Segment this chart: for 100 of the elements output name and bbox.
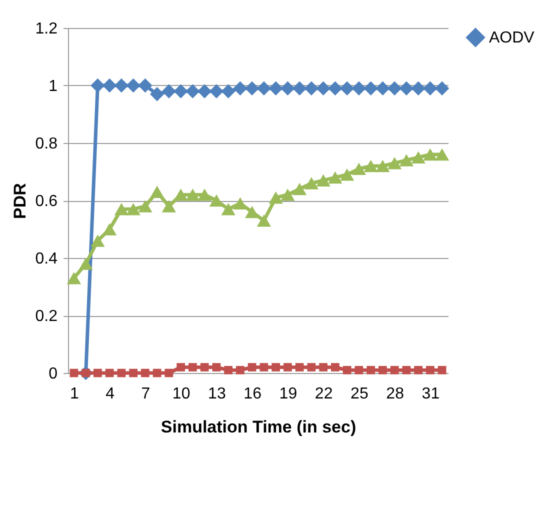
point bbox=[268, 81, 283, 96]
point bbox=[342, 366, 352, 374]
point bbox=[438, 366, 446, 374]
point bbox=[352, 81, 366, 96]
point bbox=[174, 188, 188, 201]
point bbox=[399, 81, 414, 96]
point bbox=[304, 81, 319, 96]
legend-label: AODV bbox=[489, 30, 535, 46]
point bbox=[186, 188, 200, 201]
point bbox=[307, 363, 316, 372]
point bbox=[256, 214, 272, 227]
point bbox=[376, 160, 390, 172]
point bbox=[244, 206, 260, 218]
x-tick-label: 4 bbox=[106, 386, 115, 402]
point bbox=[236, 366, 244, 374]
point bbox=[316, 81, 330, 96]
point bbox=[387, 81, 402, 96]
point bbox=[162, 84, 176, 98]
point bbox=[221, 203, 236, 216]
point bbox=[90, 234, 105, 247]
x-tick-label: 10 bbox=[172, 386, 190, 402]
point bbox=[209, 194, 224, 207]
point bbox=[200, 363, 209, 372]
y-tick-label: 0.6 bbox=[35, 193, 58, 210]
point bbox=[102, 78, 117, 93]
point bbox=[268, 192, 283, 204]
point bbox=[114, 203, 129, 216]
point bbox=[284, 363, 292, 372]
x-tick-label: 1 bbox=[70, 386, 79, 402]
y-tick-label: 1 bbox=[48, 78, 58, 95]
point bbox=[292, 182, 307, 196]
point bbox=[70, 368, 78, 378]
point bbox=[176, 363, 185, 372]
point bbox=[114, 78, 129, 93]
point bbox=[423, 148, 438, 161]
x-tick-label: 13 bbox=[208, 386, 226, 402]
point bbox=[434, 148, 450, 161]
point bbox=[411, 151, 426, 164]
point bbox=[292, 81, 307, 96]
point bbox=[126, 203, 140, 216]
point bbox=[280, 81, 295, 96]
point bbox=[188, 363, 197, 372]
y-tick-label: 1.2 bbox=[35, 20, 58, 38]
point bbox=[162, 200, 176, 212]
point bbox=[186, 84, 200, 98]
point bbox=[105, 368, 114, 378]
point bbox=[402, 366, 411, 374]
x-tick-label: 19 bbox=[279, 386, 298, 402]
point bbox=[66, 272, 82, 284]
y-axis-title: PDR bbox=[10, 183, 30, 219]
point bbox=[423, 81, 438, 96]
point bbox=[376, 81, 390, 96]
point bbox=[354, 366, 364, 374]
point bbox=[340, 81, 354, 96]
point bbox=[129, 368, 138, 378]
y-tick-label: 0.8 bbox=[35, 136, 58, 152]
point bbox=[164, 368, 174, 378]
point bbox=[150, 186, 164, 198]
point bbox=[117, 368, 126, 378]
point bbox=[426, 366, 434, 374]
point bbox=[126, 78, 140, 93]
point bbox=[248, 363, 256, 372]
x-axis-title: Simulation Time (in sec) bbox=[160, 418, 356, 436]
point bbox=[352, 162, 366, 175]
point bbox=[272, 363, 280, 372]
point bbox=[138, 78, 152, 93]
point bbox=[295, 363, 304, 372]
point bbox=[328, 81, 342, 96]
point bbox=[364, 160, 378, 172]
y-tick-label: 0 bbox=[48, 366, 58, 382]
point bbox=[304, 177, 319, 190]
point bbox=[90, 78, 105, 93]
point bbox=[152, 368, 162, 378]
point bbox=[256, 81, 272, 96]
point bbox=[328, 171, 342, 184]
point bbox=[78, 258, 93, 270]
point bbox=[209, 84, 224, 98]
x-tick-label: 25 bbox=[350, 386, 368, 402]
point bbox=[233, 81, 248, 96]
point bbox=[260, 363, 268, 372]
x-tick-label: 22 bbox=[314, 386, 333, 402]
point bbox=[244, 81, 260, 96]
point bbox=[197, 188, 212, 201]
point bbox=[94, 368, 102, 378]
point bbox=[316, 174, 330, 186]
x-tick-label: 31 bbox=[422, 386, 440, 402]
point bbox=[414, 366, 422, 374]
point bbox=[138, 200, 152, 212]
point bbox=[390, 366, 399, 374]
point bbox=[387, 157, 402, 170]
y-tick-label: 0.4 bbox=[35, 250, 58, 268]
point bbox=[141, 368, 150, 378]
point bbox=[399, 154, 414, 166]
x-tick-label: 28 bbox=[386, 386, 404, 402]
point bbox=[434, 81, 450, 96]
point bbox=[319, 363, 328, 372]
point bbox=[331, 363, 340, 372]
point bbox=[364, 81, 378, 96]
point bbox=[221, 84, 236, 98]
point bbox=[174, 84, 188, 98]
